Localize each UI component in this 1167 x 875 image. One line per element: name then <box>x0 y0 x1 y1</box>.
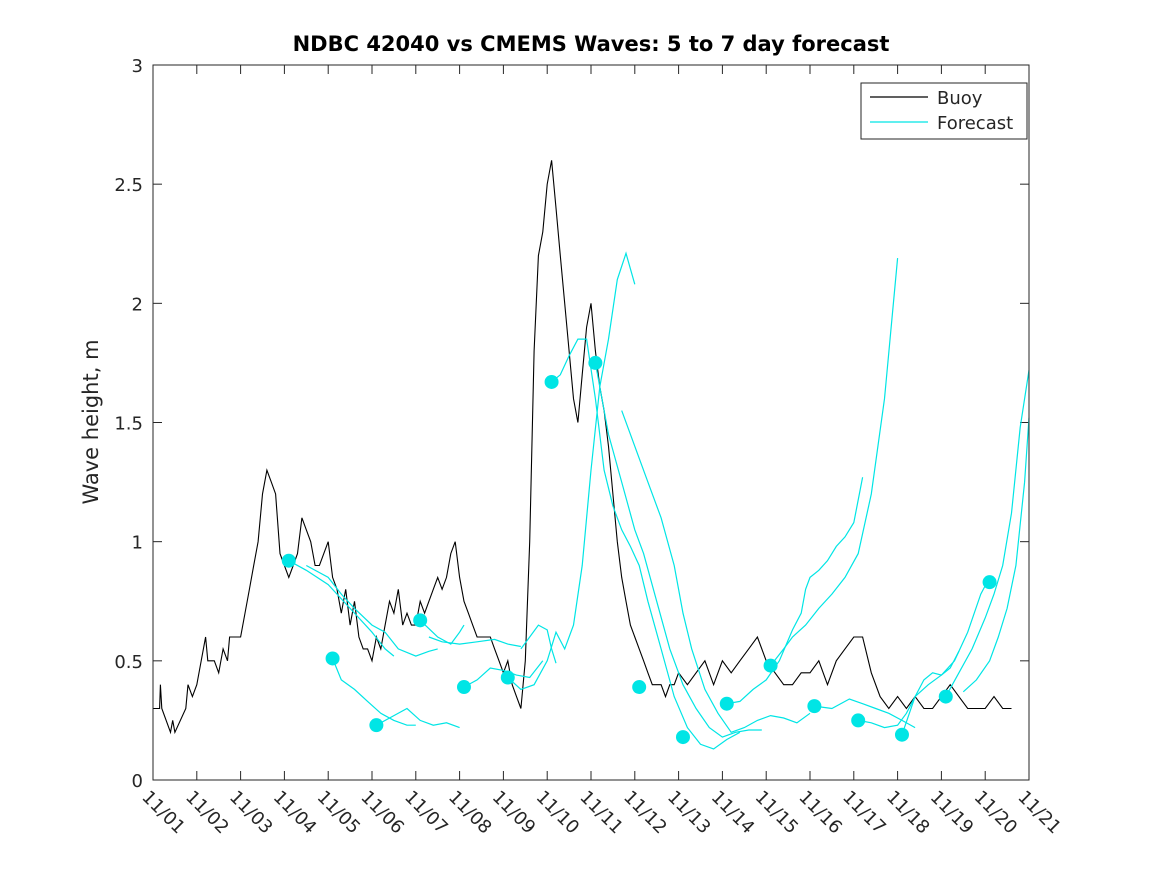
forecast-line <box>463 660 544 688</box>
forecast-marker <box>544 374 559 389</box>
x-tick-label: 11/09 <box>488 787 540 839</box>
forecast-marker <box>413 613 428 628</box>
forecast-line <box>419 619 465 645</box>
x-tick-label: 11/16 <box>794 787 846 839</box>
x-tick-label: 11/15 <box>751 787 803 839</box>
plot-frame <box>152 64 1030 781</box>
x-tick-label: 11/21 <box>1013 787 1065 839</box>
forecast-marker <box>807 699 822 714</box>
x-tick-label: 11/18 <box>882 787 934 839</box>
x-tick-label: 11/10 <box>532 787 584 839</box>
forecast-line <box>901 577 991 735</box>
x-tick-label: 11/02 <box>181 787 233 839</box>
y-tick-label: 3 <box>132 56 143 77</box>
y-tick-labels: 0 0.5 1 1.5 2 2.5 3 <box>114 56 143 792</box>
forecast-marker <box>281 553 296 568</box>
x-tick-label: 11/01 <box>137 787 189 839</box>
legend-box <box>860 82 1028 140</box>
forecast-line <box>428 636 522 648</box>
y-tick-label: 2.5 <box>114 175 143 196</box>
forecast-marker <box>369 718 384 733</box>
x-tick-label: 11/11 <box>575 787 627 839</box>
forecast-marker <box>982 575 997 590</box>
forecast-marker <box>456 680 471 695</box>
legend: Buoy Forecast <box>860 82 1028 140</box>
x-tick-label: 11/08 <box>444 787 496 839</box>
forecast-marker <box>894 727 909 742</box>
x-tick-labels: 11/0111/0211/0311/0411/0511/0611/0711/08… <box>137 787 1065 839</box>
x-tick-label: 11/03 <box>225 787 277 839</box>
forecast-marker <box>632 680 647 695</box>
x-tick-label: 11/05 <box>313 787 365 839</box>
forecast-line <box>726 477 864 705</box>
buoy-line <box>153 160 1012 735</box>
forecast-line <box>770 258 899 666</box>
forecast-marker <box>763 658 778 673</box>
legend-label-buoy: Buoy <box>937 88 983 109</box>
y-axis-label: Wave height, m <box>79 339 103 504</box>
chart-title: NDBC 42040 vs CMEMS Waves: 5 to 7 day fo… <box>293 32 890 56</box>
forecast-marker <box>938 689 953 704</box>
forecast-line <box>814 698 916 729</box>
forecast-line <box>306 564 438 657</box>
forecast-line <box>332 658 416 726</box>
forecast-line <box>376 707 460 729</box>
forecast-marker <box>719 696 734 711</box>
forecast-line <box>520 624 557 664</box>
x-tick-label: 11/20 <box>970 787 1022 839</box>
forecast-marker <box>851 713 866 728</box>
forecast-line <box>594 362 762 738</box>
forecast-marker <box>325 651 340 666</box>
forecast-line <box>551 338 741 750</box>
forecast-marker <box>588 355 603 370</box>
x-tick-label: 11/07 <box>400 787 452 839</box>
x-tick-label: 11/19 <box>926 787 978 839</box>
x-tick-label: 11/12 <box>619 787 671 839</box>
forecast-marker <box>675 730 690 745</box>
y-tick-label: 0.5 <box>114 652 143 673</box>
x-tick-label: 11/17 <box>838 787 890 839</box>
series-layer <box>153 160 1030 750</box>
legend-label-forecast: Forecast <box>937 113 1013 134</box>
plot-background <box>153 65 1029 780</box>
forecast-line <box>507 251 636 691</box>
forecast-line <box>288 560 395 657</box>
y-tick-label: 1.5 <box>114 414 143 435</box>
x-tick-label: 11/04 <box>269 787 321 839</box>
y-tick-label: 2 <box>132 294 143 315</box>
forecast-marker <box>500 670 515 685</box>
x-tick-label: 11/13 <box>663 787 715 839</box>
y-tick-label: 0 <box>132 771 143 792</box>
forecast-line <box>945 370 1030 697</box>
forecast-line <box>621 410 811 734</box>
y-tick-label: 1 <box>132 533 143 554</box>
x-tick-label: 11/14 <box>707 787 759 839</box>
x-tick-label: 11/06 <box>356 787 408 839</box>
forecast-line <box>962 417 1030 693</box>
